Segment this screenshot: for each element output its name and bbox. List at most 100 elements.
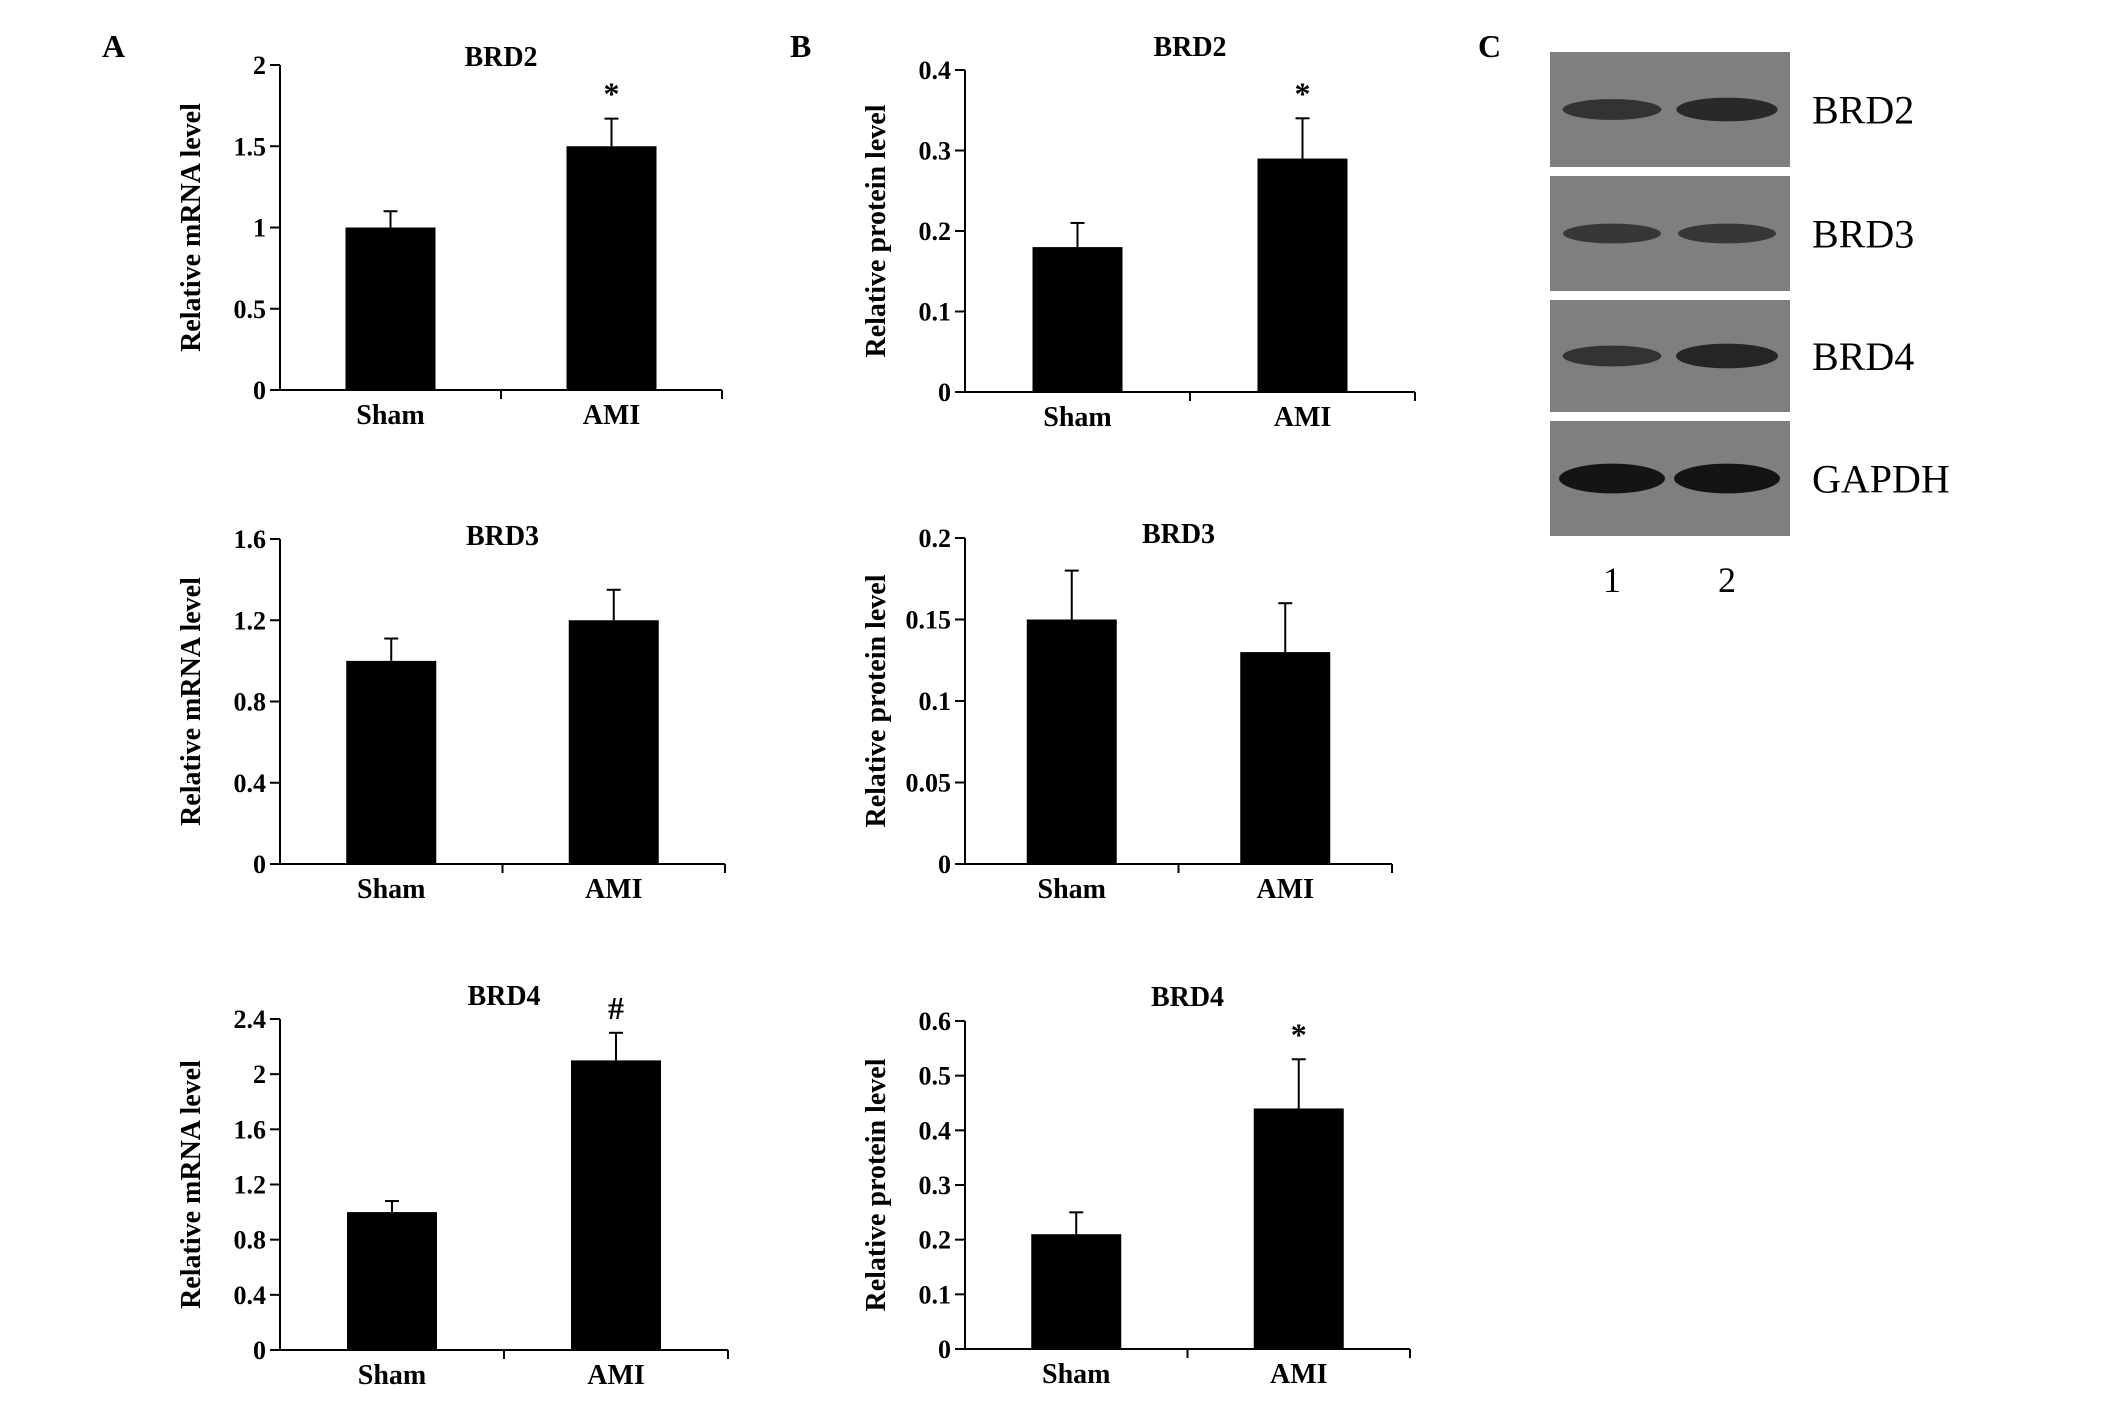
category-label: Sham bbox=[357, 874, 425, 905]
chart-b-brd4: 0 0.1 0.2 0.3 0.4 0.5 0.6 Sham * AMI BRD4 Relative … bbox=[861, 982, 1411, 1390]
y-tick-label: 2 bbox=[253, 51, 266, 80]
significance-marker: * bbox=[1295, 75, 1311, 111]
y-tick-label: 2.4 bbox=[234, 1005, 267, 1034]
y-tick-label: 0.8 bbox=[234, 1226, 267, 1255]
y-tick-label: 0.4 bbox=[234, 769, 267, 798]
y-tick-label: 0 bbox=[253, 850, 266, 879]
protein-band bbox=[1563, 223, 1661, 244]
blot-row-gapdh: GAPDH bbox=[1550, 421, 1950, 536]
bar-ami bbox=[1253, 1108, 1344, 1349]
chart-b-brd3: 0 0.05 0.1 0.15 0.2 Sham AMI BRD3 Relative prote… bbox=[861, 519, 1393, 905]
bar-sham bbox=[346, 660, 437, 864]
y-tick-label: 1.5 bbox=[234, 132, 267, 161]
panel-label-c: C bbox=[1478, 28, 1501, 64]
y-tick-label: 0 bbox=[253, 1336, 266, 1365]
chart-b-brd2: 0 0.1 0.2 0.3 0.4 Sham * AMI BRD2 Relative protei… bbox=[861, 32, 1416, 433]
significance-marker: * bbox=[604, 76, 620, 112]
blot-row-brd4: BRD4 bbox=[1550, 300, 1914, 412]
blot-row-label: BRD3 bbox=[1812, 212, 1914, 257]
protein-band bbox=[1678, 223, 1776, 244]
protein-band bbox=[1676, 97, 1778, 122]
category-label: Sham bbox=[358, 1360, 426, 1391]
y-tick-label: 0.8 bbox=[234, 688, 267, 717]
y-tick-label: 0.1 bbox=[919, 1280, 952, 1309]
significance-marker: # bbox=[608, 990, 624, 1026]
lane-label: 1 bbox=[1603, 560, 1621, 600]
bar-ami bbox=[568, 620, 659, 864]
protein-band bbox=[1559, 463, 1665, 494]
bar-sham bbox=[1026, 619, 1117, 864]
category-label: Sham bbox=[1038, 874, 1106, 905]
bar-sham bbox=[345, 227, 436, 390]
y-axis-label: Relative mRNA level bbox=[176, 103, 207, 352]
y-axis-label: Relative mRNA level bbox=[176, 1060, 207, 1309]
y-tick-label: 0 bbox=[938, 850, 951, 879]
chart-title: BRD2 bbox=[464, 42, 537, 73]
y-tick-label: 0 bbox=[253, 376, 266, 405]
western-blot: BRD2 BRD3 BRD4 GAPDH 1 2 bbox=[1550, 52, 1950, 600]
y-axis-label: Relative protein level bbox=[861, 1058, 892, 1311]
bar-ami bbox=[1240, 652, 1331, 864]
blot-row-brd3: BRD3 bbox=[1550, 176, 1914, 291]
chart-title: BRD4 bbox=[1151, 982, 1224, 1013]
y-axis-label: Relative mRNA level bbox=[176, 577, 207, 826]
y-tick-label: 1.2 bbox=[234, 1171, 267, 1200]
y-axis-label: Relative protein level bbox=[861, 574, 892, 827]
category-label: Sham bbox=[356, 400, 424, 431]
bar-sham bbox=[1031, 1234, 1122, 1349]
blot-row-brd2: BRD2 bbox=[1550, 52, 1914, 167]
y-tick-label: 0.15 bbox=[906, 606, 952, 635]
chart-title: BRD2 bbox=[1153, 32, 1226, 63]
category-label: Sham bbox=[1043, 402, 1111, 433]
chart-title: BRD3 bbox=[466, 521, 539, 552]
bar-ami bbox=[566, 146, 657, 390]
y-tick-label: 0.4 bbox=[919, 1116, 952, 1145]
chart-title: BRD4 bbox=[467, 981, 540, 1012]
y-tick-label: 1.6 bbox=[234, 525, 267, 554]
y-tick-label: 0.2 bbox=[919, 524, 952, 553]
lane-label: 2 bbox=[1718, 560, 1736, 600]
y-tick-label: 0.2 bbox=[919, 217, 952, 246]
bar-sham bbox=[347, 1212, 437, 1350]
category-label: AMI bbox=[1270, 1359, 1328, 1390]
y-tick-label: 0.1 bbox=[919, 687, 952, 716]
protein-band bbox=[1676, 343, 1778, 369]
y-tick-label: 0.5 bbox=[919, 1062, 952, 1091]
category-label: AMI bbox=[1274, 402, 1332, 433]
y-tick-label: 0.4 bbox=[234, 1281, 267, 1310]
protein-band bbox=[1674, 463, 1780, 494]
chart-a-brd2: 0 0.5 1 1.5 2 Sham * AMI BRD2 Relative mRNA level bbox=[176, 42, 723, 431]
y-tick-label: 0.5 bbox=[234, 295, 267, 324]
bar-sham bbox=[1032, 247, 1123, 392]
y-tick-label: 0.1 bbox=[919, 298, 952, 327]
category-label: AMI bbox=[587, 1360, 645, 1391]
chart-a-brd3: 0 0.4 0.8 1.2 1.6 Sham AMI BRD3 Relative mRNA le… bbox=[176, 521, 726, 905]
blot-row-label: BRD4 bbox=[1812, 334, 1914, 379]
significance-marker: * bbox=[1291, 1016, 1307, 1052]
bar-ami bbox=[571, 1060, 661, 1350]
y-tick-label: 0 bbox=[938, 1335, 951, 1364]
category-label: AMI bbox=[1256, 874, 1314, 905]
y-tick-label: 0.2 bbox=[919, 1226, 952, 1255]
bar-ami bbox=[1257, 158, 1348, 392]
protein-band bbox=[1562, 345, 1662, 367]
y-tick-label: 0.3 bbox=[919, 137, 952, 166]
panel-label-b: B bbox=[790, 28, 811, 64]
panel-label-a: A bbox=[102, 28, 125, 64]
chart-title: BRD3 bbox=[1142, 519, 1215, 550]
chart-a-brd4: 0 0.4 0.8 1.2 1.6 2 2.4 Sham # AMI BRD4 Relative mR… bbox=[176, 981, 729, 1391]
blot-row-label: BRD2 bbox=[1812, 88, 1914, 133]
y-tick-label: 0.3 bbox=[919, 1171, 952, 1200]
y-tick-label: 0 bbox=[938, 378, 951, 407]
y-axis-label: Relative protein level bbox=[861, 104, 892, 357]
bar-charts: 0 0.5 1 1.5 2 Sham * AMI BRD2 Relative mRNA level… bbox=[176, 32, 1416, 1391]
y-tick-label: 0.4 bbox=[919, 56, 952, 85]
category-label: AMI bbox=[585, 874, 643, 905]
y-tick-label: 2 bbox=[253, 1060, 266, 1089]
blot-row-label: GAPDH bbox=[1812, 457, 1950, 502]
protein-band bbox=[1562, 99, 1662, 120]
category-label: AMI bbox=[583, 400, 641, 431]
y-tick-label: 1.2 bbox=[234, 606, 267, 635]
y-tick-label: 0.6 bbox=[919, 1007, 952, 1036]
